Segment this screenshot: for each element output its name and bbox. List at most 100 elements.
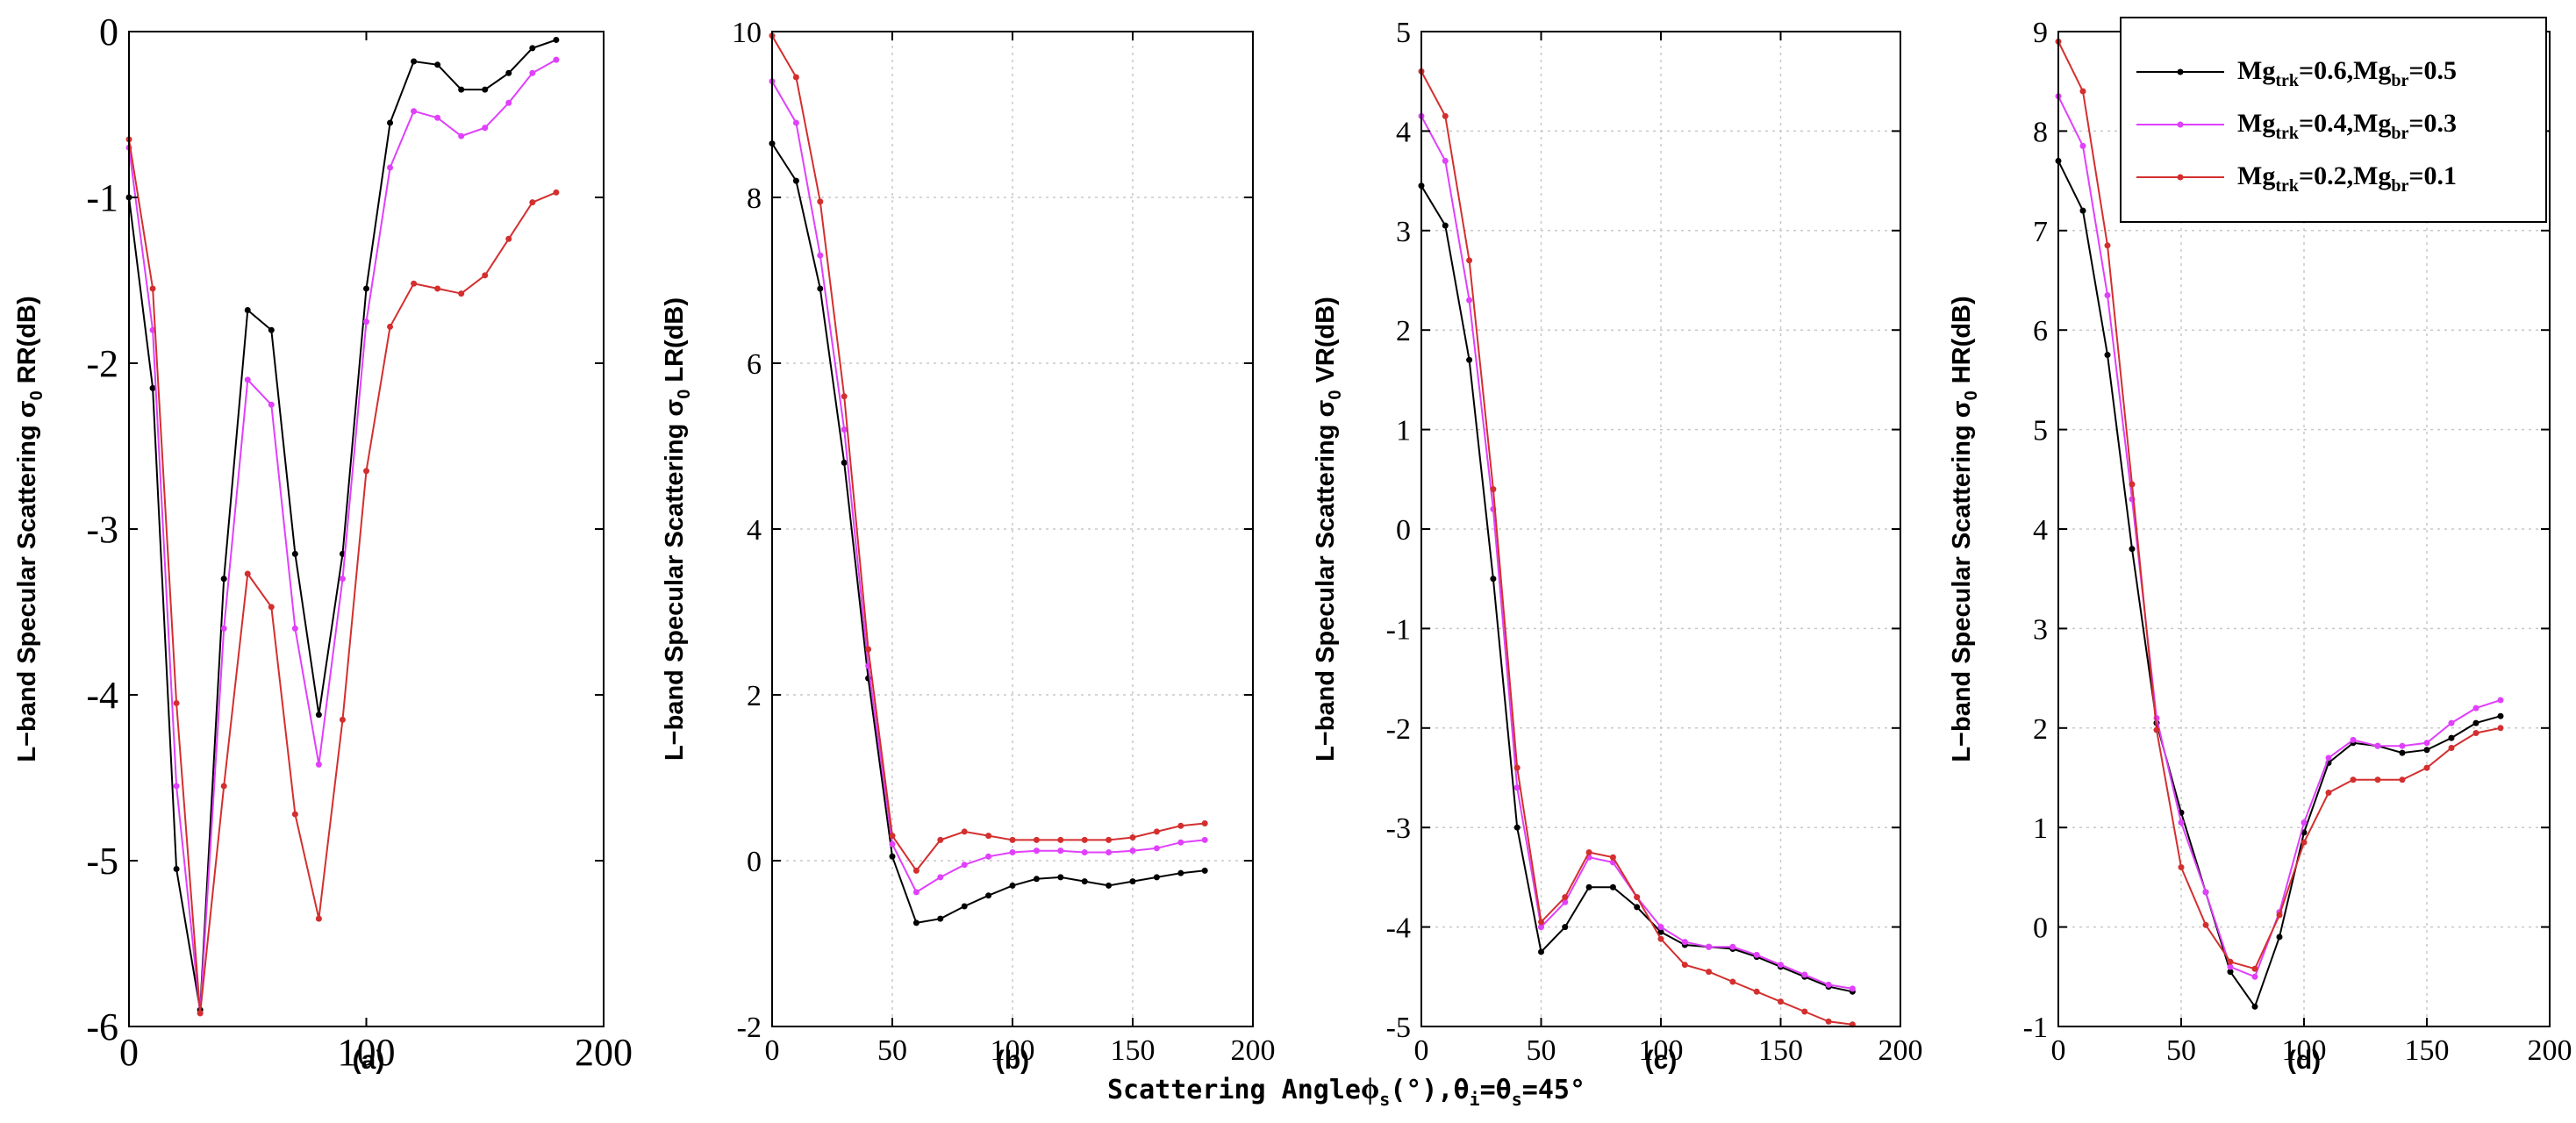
x-tick-label: 150 [1758, 1034, 1803, 1067]
data-point [1609, 883, 1616, 891]
data-point [1634, 904, 1641, 911]
data-point [1057, 836, 1064, 843]
data-point [2497, 725, 2504, 732]
data-point [2276, 933, 2283, 941]
data-point [1753, 988, 1760, 995]
data-point [912, 919, 919, 926]
data-point [220, 625, 227, 632]
data-point [268, 326, 275, 333]
data-point [315, 712, 322, 719]
data-point [2497, 712, 2504, 719]
y-tick-label: 2 [1396, 315, 1411, 347]
data-point [912, 889, 919, 896]
data-point [553, 189, 560, 196]
data-point [482, 272, 489, 279]
x-tick-label: 100 [1639, 1034, 1684, 1067]
y-axis-label: L−band Specular Scattering σ0 HR(dB) [1948, 296, 1981, 762]
data-point [817, 198, 824, 205]
data-point [1129, 848, 1136, 855]
legend-marker-1 [2177, 68, 2184, 75]
data-point [505, 99, 512, 106]
data-point [1129, 878, 1136, 885]
data-point [2104, 292, 2111, 299]
data-point [339, 576, 346, 583]
series-line-1 [1420, 115, 1853, 990]
data-point [1490, 576, 1497, 583]
data-point [173, 865, 180, 872]
data-point [1849, 985, 1856, 992]
y-tick-label: 6 [2033, 315, 2048, 347]
data-point [1201, 836, 1208, 843]
x-tick-label: 50 [2166, 1034, 2196, 1067]
data-point [1009, 849, 1016, 856]
x-tick-label: 100 [338, 1031, 396, 1074]
series-line-2 [771, 35, 1206, 872]
data-point [1778, 962, 1784, 969]
data-point [1081, 878, 1088, 885]
data-point [553, 56, 560, 63]
data-point [889, 840, 896, 848]
data-point [363, 468, 369, 475]
data-point [173, 699, 180, 706]
data-point [2448, 734, 2455, 741]
panel-2: 0 50 100 150 200 5 4 3 2 1 0 -1 -2 -3 -4 -5 L−band Specu… [1312, 17, 1923, 1075]
data-point [529, 69, 536, 76]
data-point [1033, 848, 1040, 855]
data-point [2399, 749, 2406, 756]
data-point [173, 783, 180, 790]
x-tick-label: 150 [2405, 1034, 2450, 1067]
plot-frame [128, 31, 605, 1027]
panel-0: 0 100 200 0 -1 -2 -3 -4 -5 -6 L−band Specular Scat… [13, 11, 633, 1075]
panel-label: (d) [2287, 1046, 2321, 1075]
y-tick-label: 10 [732, 17, 762, 49]
data-point [553, 36, 560, 43]
data-point [197, 1010, 204, 1017]
y-tick-label: 5 [1396, 17, 1411, 49]
data-point [1729, 943, 1736, 950]
series-line-0 [1420, 185, 1853, 993]
data-point [961, 862, 968, 869]
data-point [2079, 142, 2086, 149]
legend-box [2120, 17, 2547, 223]
data-point [1562, 924, 1569, 931]
data-point [1538, 948, 1544, 955]
data-point [937, 836, 944, 843]
data-point [1081, 836, 1088, 843]
data-point [792, 74, 799, 81]
data-point [2350, 736, 2357, 743]
series-line-1 [128, 59, 557, 1014]
data-point [411, 108, 418, 115]
data-point [2374, 776, 2381, 783]
data-point [1513, 764, 1521, 771]
data-point [1562, 898, 1569, 905]
y-tick-label: -4 [86, 674, 118, 717]
data-point [1153, 874, 1160, 881]
y-tick-label: 8 [747, 182, 762, 215]
data-point [482, 125, 489, 132]
data-point [2325, 790, 2332, 797]
data-point [889, 853, 896, 860]
data-point [1033, 836, 1040, 843]
y-tick-label: 4 [2033, 514, 2048, 547]
y-tick-label: 2 [747, 680, 762, 712]
data-point [1201, 819, 1208, 826]
x-tick-label: 200 [2528, 1034, 2572, 1067]
data-point [458, 86, 465, 93]
series-line-1 [771, 81, 1206, 894]
data-point [1201, 867, 1208, 874]
data-point [2227, 958, 2234, 965]
y-tick-label: -3 [1386, 812, 1411, 845]
data-point [2448, 744, 2455, 751]
panel-label: (c) [1645, 1046, 1678, 1075]
data-point [411, 280, 418, 287]
data-point [1706, 969, 1713, 976]
data-point [2153, 726, 2160, 733]
data-point [1442, 222, 1449, 229]
data-point [1753, 951, 1760, 958]
data-point [1009, 882, 1016, 889]
data-point [961, 903, 968, 910]
data-point [2301, 819, 2308, 826]
data-point [220, 576, 227, 583]
data-point [2178, 864, 2185, 871]
